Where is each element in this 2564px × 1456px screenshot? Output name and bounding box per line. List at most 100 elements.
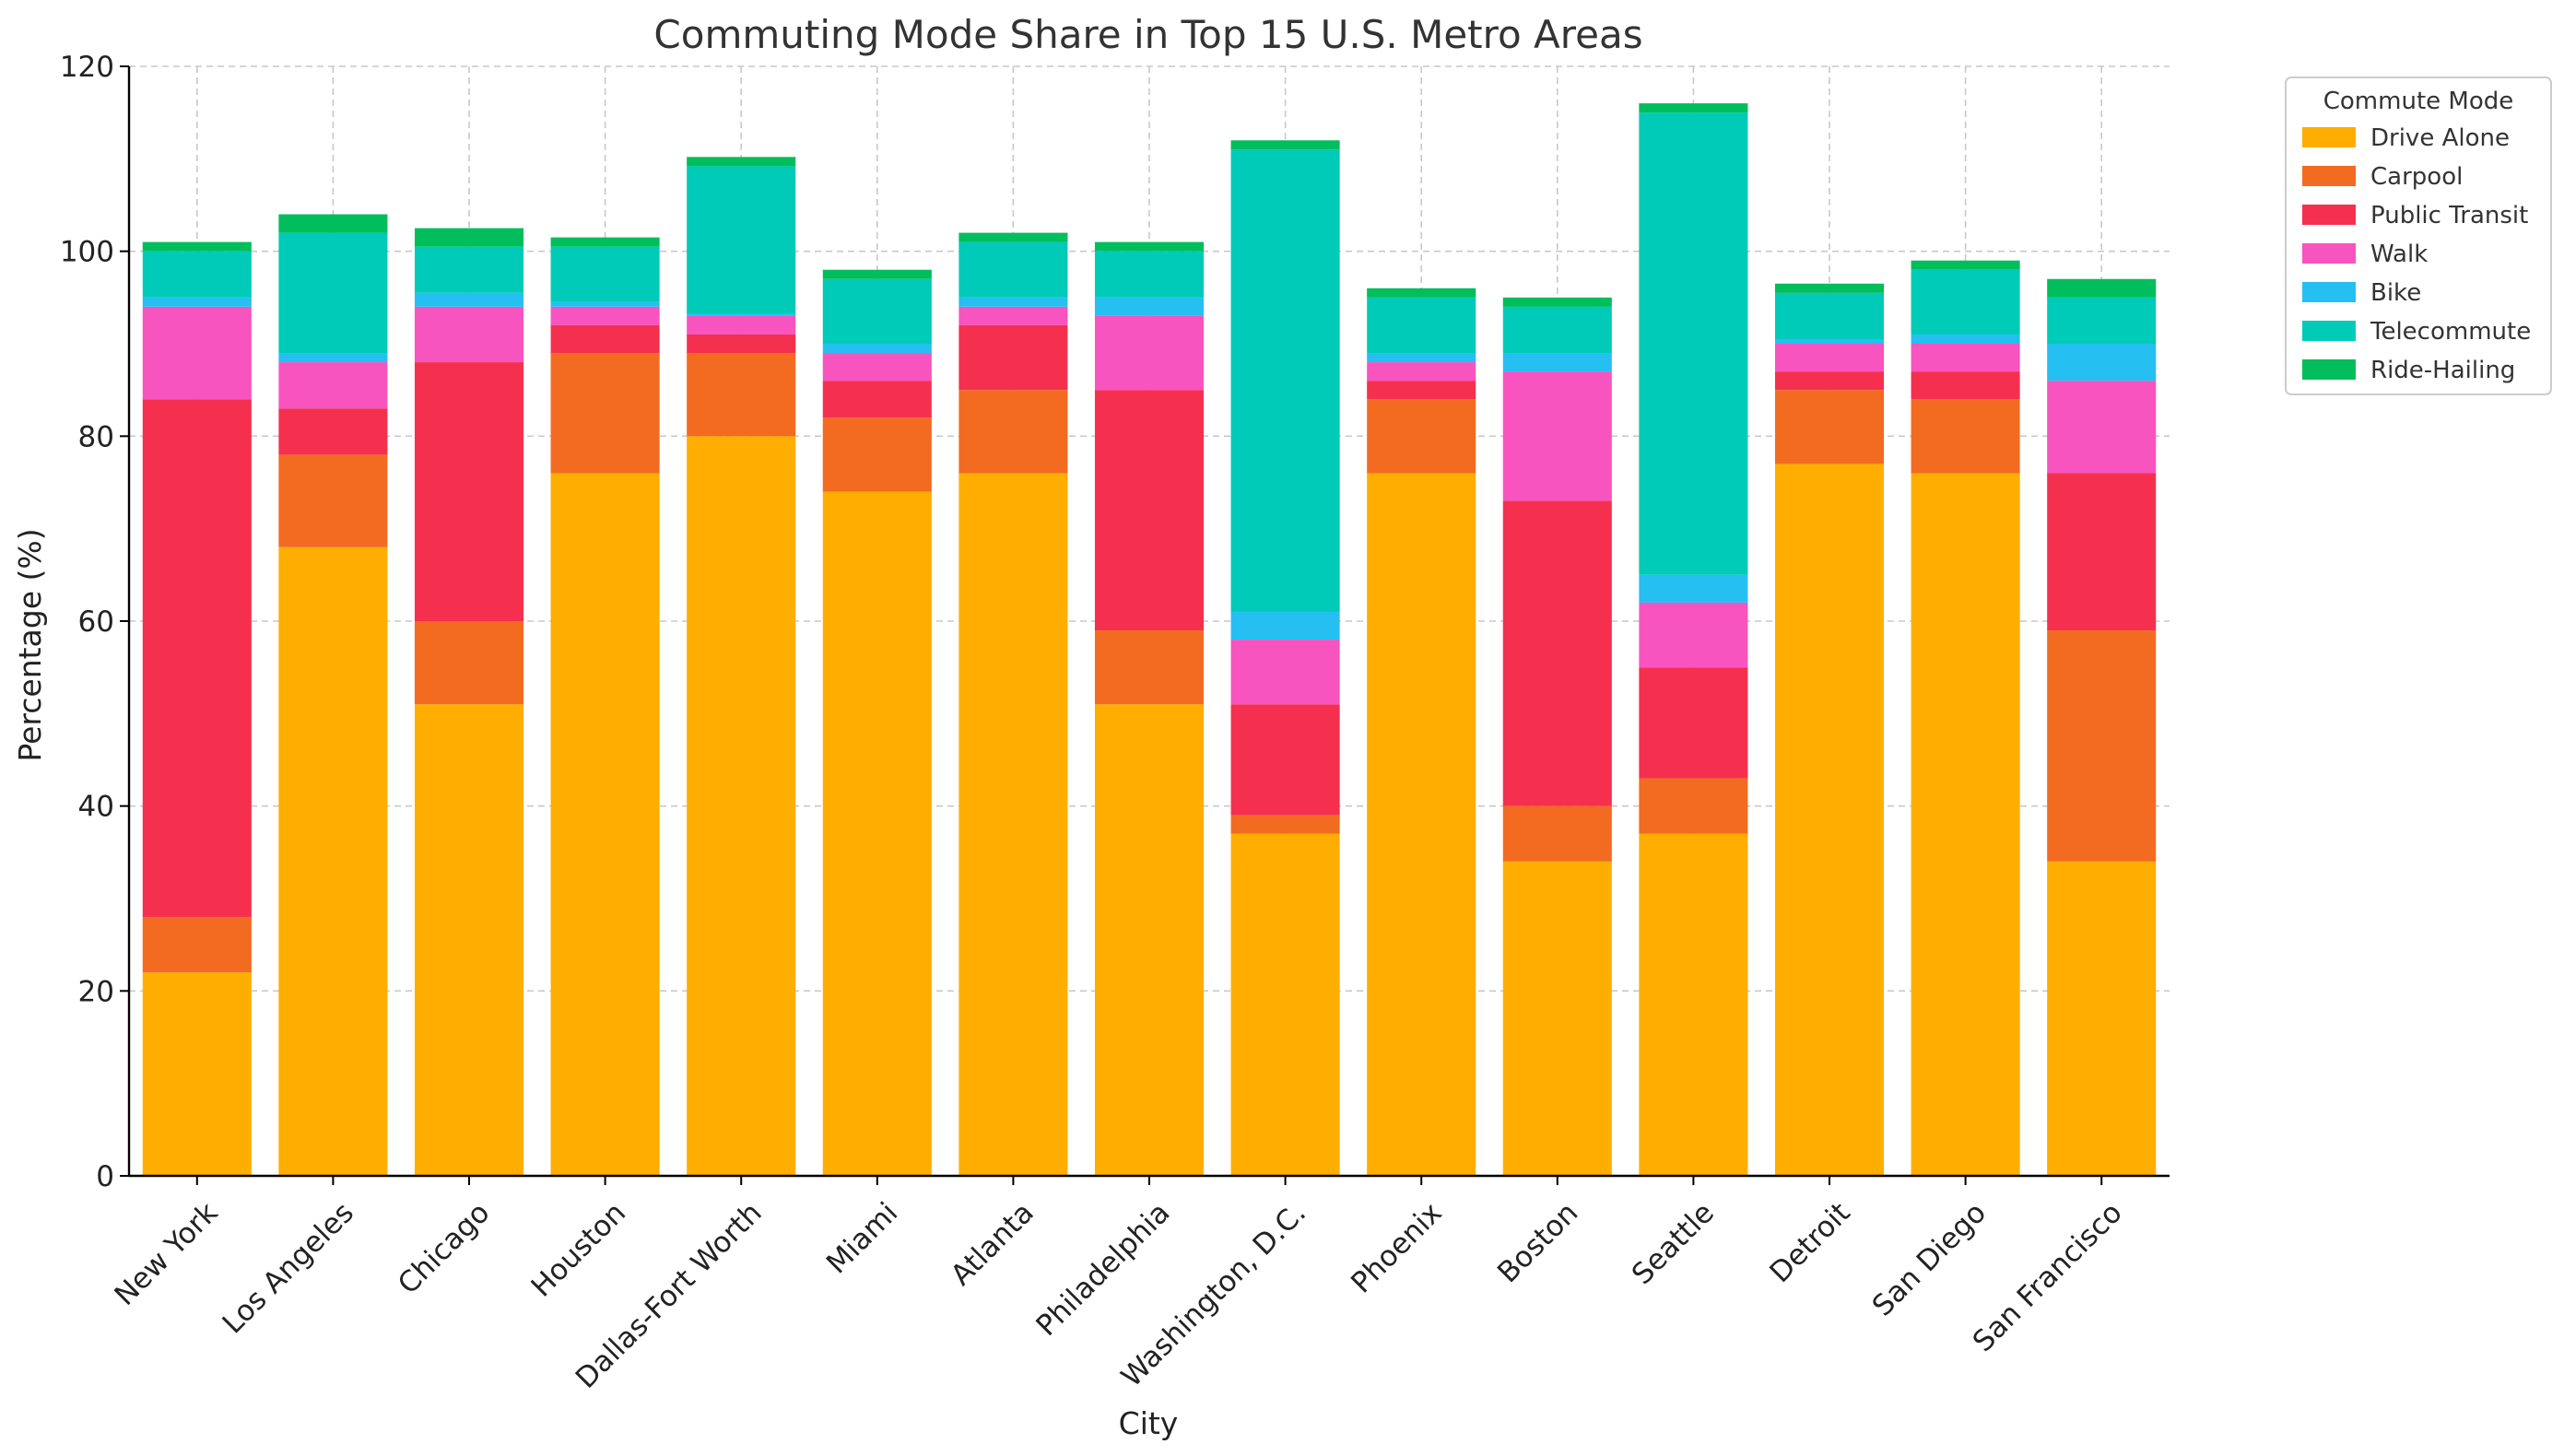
bar-segment — [550, 324, 660, 354]
bar-segment — [1639, 103, 1748, 113]
bar-segment — [1367, 353, 1476, 363]
bar-segment — [1230, 140, 1340, 150]
bar-segment — [2047, 473, 2157, 631]
y-tick-label: 120 — [60, 51, 114, 84]
x-tick-label: Los Angeles — [217, 1196, 360, 1340]
bar-stack — [822, 269, 932, 1176]
bar-segment — [414, 306, 524, 363]
bar-segment — [1502, 861, 1612, 1176]
legend-label: Ride-Hailing — [2370, 357, 2515, 384]
bar-segment — [822, 491, 932, 1176]
bar-segment — [1911, 269, 2020, 335]
bar-segment — [1774, 464, 1885, 1176]
x-tick-label: San Diego — [1866, 1196, 1993, 1322]
bar-segment — [822, 353, 932, 382]
bar-segment — [414, 621, 524, 705]
y-tick-label: 60 — [78, 605, 114, 639]
bar-segment — [1367, 473, 1476, 1176]
legend-item: Telecommute — [2302, 318, 2531, 346]
bar-segment — [1774, 338, 1885, 344]
bar-segment — [822, 269, 932, 279]
bar-segment — [822, 344, 932, 354]
legend-label: Public Transit — [2370, 202, 2528, 229]
legend-swatch — [2302, 127, 2356, 147]
bar-segment — [414, 228, 524, 247]
legend-label: Walk — [2370, 241, 2428, 268]
bar-segment — [1911, 334, 2020, 344]
x-tick-label: Detroit — [1763, 1196, 1856, 1289]
bar-stack — [1367, 288, 1476, 1176]
bar-stack — [142, 241, 252, 1176]
bar-segment — [1774, 390, 1885, 464]
y-axis-title: Percentage (%) — [12, 528, 48, 761]
legend-item: Public Transit — [2302, 202, 2528, 229]
y-tick-label: 80 — [78, 420, 114, 453]
bar-segment — [687, 166, 796, 314]
bar-segment — [822, 278, 932, 344]
chart-title: Commuting Mode Share in Top 15 U.S. Metr… — [653, 12, 1642, 57]
bar-segment — [414, 362, 524, 621]
bar-segment — [142, 306, 252, 400]
legend-swatch — [2302, 205, 2356, 225]
bar-segment — [1774, 283, 1885, 293]
bar-segment — [2047, 381, 2157, 474]
legend-swatch — [2302, 243, 2356, 264]
legend-item: Carpool — [2302, 163, 2463, 191]
y-tick-label: 40 — [78, 791, 114, 824]
bar-segment — [687, 315, 796, 335]
bar-segment — [1639, 112, 1748, 575]
bar-segment — [1230, 611, 1340, 640]
bar-stack — [278, 214, 388, 1176]
bar-segment — [1367, 297, 1476, 354]
bar-segment — [1502, 371, 1612, 501]
legend-label: Bike — [2370, 279, 2421, 307]
bar-segment — [1502, 306, 1612, 354]
bar-segment — [959, 297, 1068, 307]
legend-item: Bike — [2302, 279, 2421, 307]
bar-segment — [550, 246, 660, 302]
y-tick-label: 0 — [96, 1160, 114, 1193]
bar-segment — [142, 251, 252, 298]
bar-segment — [142, 297, 252, 307]
bar-segment — [1367, 362, 1476, 382]
bar-segment — [1230, 149, 1340, 612]
bar-segment — [959, 324, 1068, 391]
bar-segment — [142, 399, 252, 918]
bar-segment — [414, 704, 524, 1176]
bar-segment — [1502, 805, 1612, 862]
bar-segment — [1230, 815, 1340, 834]
bar-segment — [1094, 704, 1205, 1176]
bars-layer — [142, 103, 2157, 1176]
x-tick-label: Philadelphia — [1029, 1196, 1176, 1343]
legend-item: Ride-Hailing — [2302, 357, 2515, 384]
bar-segment — [550, 353, 660, 474]
bar-segment — [414, 246, 524, 293]
legend-swatch — [2302, 321, 2356, 341]
x-tick-label: Seattle — [1626, 1196, 1721, 1291]
bar-segment — [2047, 861, 2157, 1176]
bar-segment — [959, 473, 1068, 1176]
bar-segment — [687, 334, 796, 354]
bar-segment — [1230, 640, 1340, 705]
legend-label: Drive Alone — [2370, 124, 2510, 152]
bar-segment — [1367, 399, 1476, 474]
bar-segment — [278, 232, 388, 354]
bar-stack — [1094, 241, 1205, 1176]
legend-item: Drive Alone — [2302, 124, 2510, 152]
bar-segment — [1094, 297, 1205, 316]
bar-segment — [1639, 602, 1748, 668]
bar-stack — [1230, 140, 1340, 1176]
bar-segment — [687, 313, 796, 316]
bar-segment — [1911, 399, 2020, 474]
legend-swatch — [2302, 282, 2356, 302]
y-tick-label: 100 — [60, 236, 114, 269]
bar-segment — [1367, 288, 1476, 298]
bar-segment — [959, 241, 1068, 298]
bar-segment — [959, 390, 1068, 474]
bar-stack — [1774, 283, 1885, 1176]
bar-segment — [1911, 473, 2020, 1176]
bar-segment — [1639, 833, 1748, 1176]
bar-segment — [1639, 574, 1748, 603]
x-tick-label: Phoenix — [1345, 1196, 1448, 1299]
